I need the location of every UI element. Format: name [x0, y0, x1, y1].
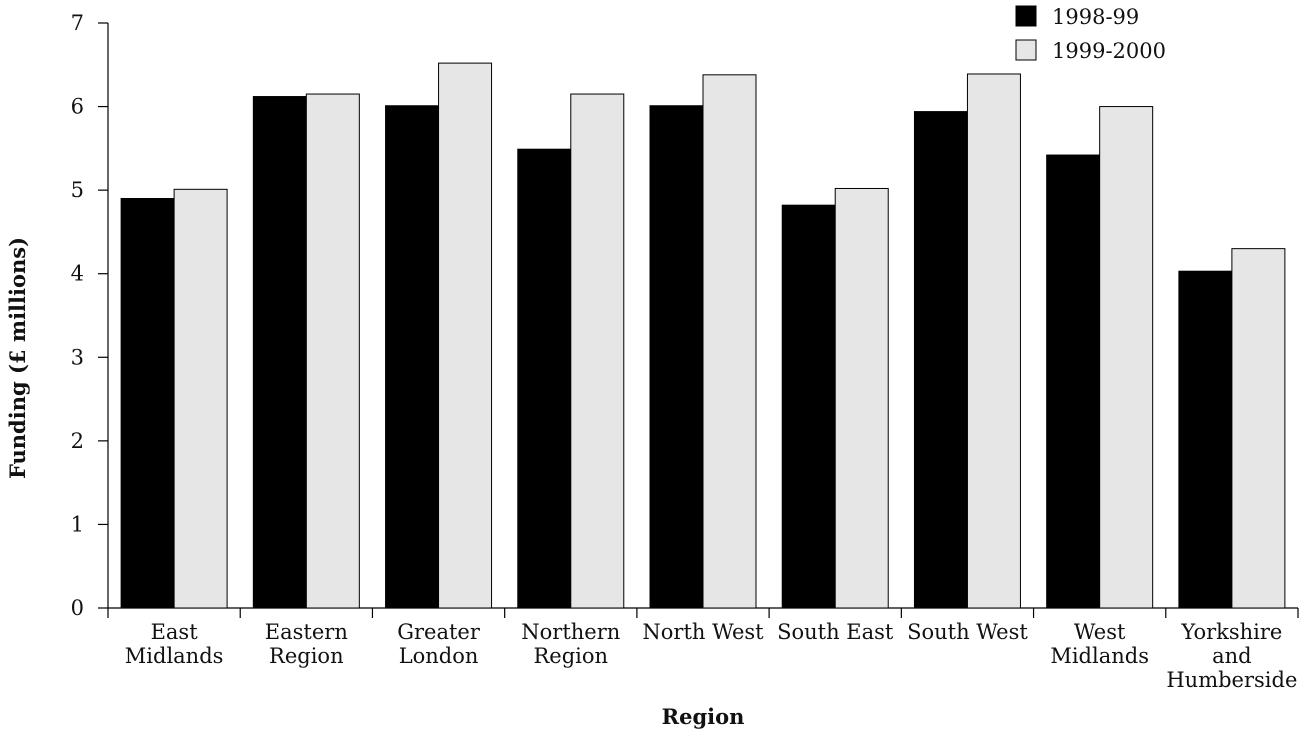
x-category-label: West: [1074, 620, 1126, 644]
y-tick-label: 2: [71, 429, 84, 453]
y-tick-label: 4: [71, 262, 84, 286]
bar-1999-2000-5: [834, 187, 889, 609]
x-category-label: Eastern: [265, 620, 348, 644]
bar-1998-99-7: [1046, 154, 1101, 609]
x-category-label: South West: [907, 620, 1028, 644]
x-category-label: East: [151, 620, 199, 644]
x-axis-title: Region: [662, 704, 745, 729]
y-tick-label: 3: [71, 345, 84, 369]
bar-1999-2000-6: [966, 73, 1021, 609]
bar-1999-2000-8: [1231, 248, 1286, 609]
bar-1999-2000-3: [570, 93, 625, 609]
legend-label-0: 1998-99: [1052, 5, 1139, 29]
x-category-label: Humberside: [1166, 668, 1297, 692]
y-tick-label: 1: [71, 512, 84, 536]
bar-1998-99-0: [120, 198, 175, 609]
x-category-label: North West: [642, 620, 764, 644]
bar-1998-99-6: [913, 111, 968, 609]
bar-1999-2000-0: [173, 188, 228, 609]
x-category-label: Midlands: [1050, 644, 1149, 668]
y-tick-label: 6: [71, 95, 84, 119]
bar-1998-99-2: [385, 105, 440, 609]
bar-1999-2000-1: [305, 93, 360, 609]
x-category-label: Midlands: [125, 644, 224, 668]
y-axis-title: Funding (£ millions): [5, 237, 30, 479]
legend-swatch-0: [1015, 5, 1037, 27]
x-category-label: Region: [269, 644, 344, 668]
x-category-label: Yorkshire: [1180, 620, 1282, 644]
x-category-label: South East: [777, 620, 894, 644]
bar-1998-99-8: [1178, 270, 1233, 609]
bar-1999-2000-7: [1099, 106, 1154, 609]
bar-1998-99-3: [517, 148, 572, 609]
bar-1999-2000-4: [702, 74, 757, 609]
plot-area: 01234567EastMidlandsEasternRegionGreater…: [71, 11, 1299, 692]
bar-1999-2000-2: [438, 62, 493, 609]
x-category-label: London: [399, 644, 479, 668]
x-category-label: Northern: [521, 620, 620, 644]
y-tick-label: 7: [71, 11, 84, 35]
bar-1998-99-4: [649, 105, 704, 609]
bar-1998-99-5: [781, 204, 836, 609]
legend-label-1: 1999-2000: [1052, 39, 1166, 63]
x-category-label: Region: [533, 644, 608, 668]
x-category-label: and: [1212, 644, 1252, 668]
y-tick-label: 5: [71, 178, 84, 202]
x-category-label: Greater: [397, 620, 481, 644]
y-tick-label: 0: [71, 596, 84, 620]
legend: 1998-99 1999-2000: [1015, 5, 1166, 63]
legend-swatch-1: [1015, 39, 1037, 61]
bar-1998-99-1: [252, 96, 307, 609]
